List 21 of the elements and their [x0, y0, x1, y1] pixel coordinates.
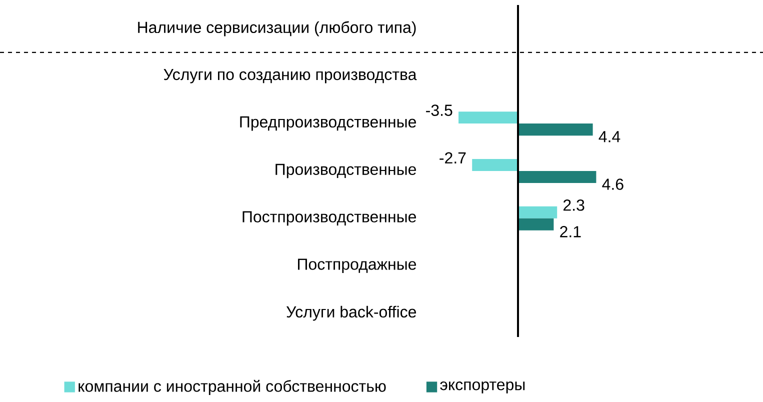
- y-tick-label: Постпроизводственные: [242, 211, 416, 226]
- bar: [518, 218, 554, 230]
- y-tick-label: Наличие сервисизации (любого типа): [138, 21, 416, 36]
- bar: [518, 206, 558, 218]
- data-label: 2.1: [560, 226, 581, 238]
- data-label: -2.7: [440, 152, 466, 164]
- data-label: -3.5: [426, 104, 452, 116]
- bar: [518, 124, 593, 136]
- legend-label: компании с иностранной собственностью: [78, 380, 386, 396]
- legend-label: экспортеры: [440, 381, 525, 394]
- y-tick-label: Производственные: [276, 164, 416, 178]
- data-label: 4.4: [598, 131, 620, 142]
- y-tick-label: Постпродажные: [298, 258, 416, 274]
- y-tick-label: Услуги по созданию производства: [164, 68, 417, 84]
- bar: [472, 158, 518, 171]
- data-label: 4.6: [602, 178, 624, 190]
- bar: [518, 170, 596, 183]
- y-tick-label: Услуги back-office: [286, 306, 416, 321]
- bar: [458, 112, 518, 124]
- y-tick-label: Предпроизводственные: [240, 116, 416, 131]
- data-label: 2.3: [563, 199, 584, 211]
